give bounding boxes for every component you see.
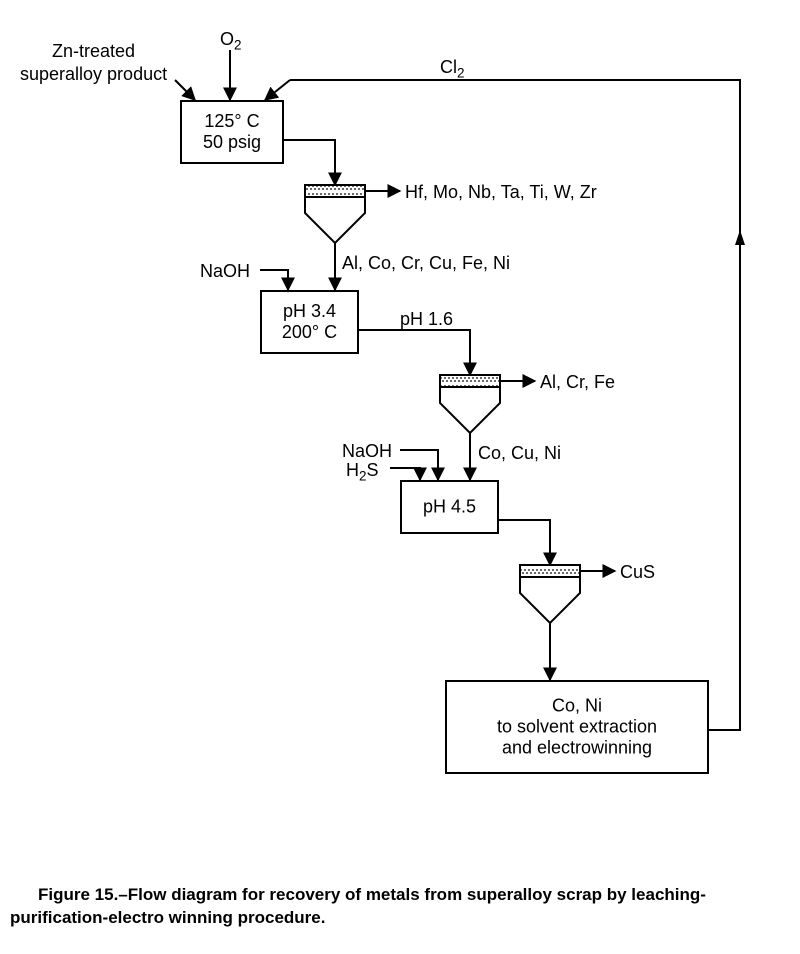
diagram-svg bbox=[0, 0, 800, 954]
box-final-text: Co, Ni to solvent extraction and electro… bbox=[497, 696, 657, 759]
label-ph16: pH 1.6 bbox=[400, 308, 453, 331]
recycle-cl2-line bbox=[290, 80, 740, 730]
arrow-zn-to-leach bbox=[175, 80, 195, 100]
label-h2s: H2S bbox=[346, 459, 379, 485]
arrow-leach-to-sep1 bbox=[280, 140, 335, 185]
box-leach-text: 125° C 50 psig bbox=[203, 111, 261, 153]
label-o2: O2 bbox=[220, 28, 242, 54]
label-sep1-liquid: Al, Co, Cr, Cu, Fe, Ni bbox=[342, 252, 510, 275]
figure-caption: Figure 15.–Flow diagram for recovery of … bbox=[10, 884, 790, 930]
label-sep1-solid: Hf, Mo, Nb, Ta, Ti, W, Zr bbox=[405, 181, 597, 204]
arrow-h2s-to-ph45 bbox=[390, 468, 420, 480]
label-zn-treated: Zn-treated superalloy product bbox=[20, 40, 167, 85]
flow-diagram-canvas: Zn-treated superalloy product O2 Cl2 125… bbox=[0, 0, 800, 954]
separator-3 bbox=[520, 565, 580, 623]
box-ph45: pH 4.5 bbox=[400, 480, 499, 534]
arrow-cl2-to-leach bbox=[265, 80, 290, 100]
arrow-naoh-to-ph34 bbox=[260, 270, 288, 290]
arrow-ph34-to-sep2 bbox=[355, 330, 470, 375]
box-leach: 125° C 50 psig bbox=[180, 100, 284, 164]
box-ph34: pH 3.4 200° C bbox=[260, 290, 359, 354]
box-ph45-text: pH 4.5 bbox=[423, 497, 476, 518]
label-sep2-solid: Al, Cr, Fe bbox=[540, 371, 615, 394]
arrow-ph45-to-sep3 bbox=[495, 520, 550, 565]
label-cl2: Cl2 bbox=[440, 56, 465, 82]
box-ph34-text: pH 3.4 200° C bbox=[282, 301, 337, 343]
separator-2 bbox=[440, 375, 500, 433]
separator-1 bbox=[305, 185, 365, 243]
label-sep3-solid: CuS bbox=[620, 561, 655, 584]
recycle-arrowhead bbox=[735, 230, 745, 245]
label-sep2-liquid: Co, Cu, Ni bbox=[478, 442, 561, 465]
box-final: Co, Ni to solvent extraction and electro… bbox=[445, 680, 709, 774]
label-naoh-1: NaOH bbox=[200, 260, 250, 283]
